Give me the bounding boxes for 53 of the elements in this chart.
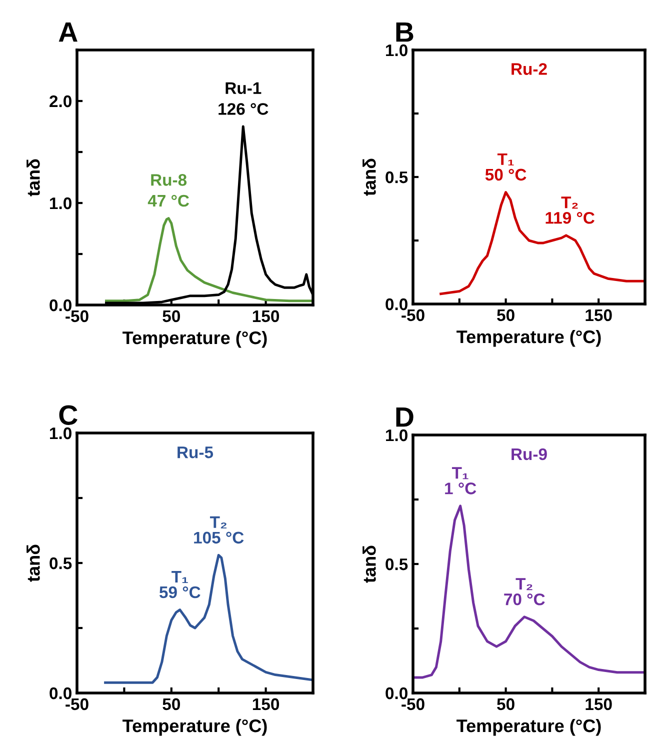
line-series xyxy=(104,554,313,684)
y-tick-label: 1.0 xyxy=(386,44,408,56)
x-tick-label: 50 xyxy=(162,310,180,322)
y-tick-label: 0.0 xyxy=(50,687,72,700)
x-tick-label: -50 xyxy=(66,310,88,322)
x-axis-title: Temperature (°C) xyxy=(456,330,601,347)
y-tick-label: 1.0 xyxy=(50,197,72,210)
text: Ru-2 xyxy=(512,63,547,75)
y-tick-label: 0.0 xyxy=(386,687,408,700)
y-axis-title: tanδ xyxy=(362,546,376,583)
x-axis-title: Temperature (°C) xyxy=(456,718,601,736)
x-tick-label: 150 xyxy=(586,309,612,322)
x-axis-title: Temperature (°C) xyxy=(122,718,267,736)
y-tick-label: 0.5 xyxy=(50,557,72,570)
annotation: 126 °C xyxy=(218,103,268,115)
x-axis-title: Temperature (°C) xyxy=(122,330,267,348)
annotation: T₂ 119 °C xyxy=(546,196,594,224)
text: Ru-8 xyxy=(151,174,187,186)
y-tick-label: 0.0 xyxy=(386,298,408,310)
line-series xyxy=(105,217,313,302)
annotation: T₂ 70 °C xyxy=(504,578,545,606)
chart-title: B xyxy=(396,22,414,42)
x-tick-label: 50 xyxy=(497,309,514,322)
x-tick-label: 50 xyxy=(497,698,514,710)
x-tick-label: 150 xyxy=(586,698,612,710)
y-axis-title: tanδ xyxy=(26,159,40,196)
x-tick-label: -50 xyxy=(66,698,88,710)
y-tick-label: 0.5 xyxy=(386,171,408,184)
annotation: 47 °C xyxy=(148,194,190,207)
y-axis-title: tanδ xyxy=(26,544,40,582)
x-tick-label: 50 xyxy=(162,698,180,710)
chart-title: C xyxy=(59,405,78,425)
annotation: T₂ 105 °C xyxy=(194,516,244,544)
y-tick-label: 1.0 xyxy=(50,427,72,440)
y-axis-title: tanδ xyxy=(362,158,376,196)
y-tick-label: 0.5 xyxy=(386,558,408,570)
chart-title: D xyxy=(396,408,414,427)
chart-title: A xyxy=(58,22,78,42)
annotation: T₁ 1 °C xyxy=(445,467,476,494)
x-tick-label: -50 xyxy=(402,698,424,710)
x-tick-label: 150 xyxy=(252,698,280,710)
y-tick-label: 2.0 xyxy=(50,95,72,108)
text: Ru-5 xyxy=(178,446,214,458)
annotation: T₁ 50 °C xyxy=(485,153,526,181)
line-series xyxy=(413,504,645,679)
line-series xyxy=(440,190,645,296)
y-tick-label: 1.0 xyxy=(386,429,408,442)
annotation: T₁ 59 °C xyxy=(159,571,200,598)
text: Ru-9 xyxy=(512,448,547,460)
x-tick-label: -50 xyxy=(402,309,424,322)
y-tick-label: 0.0 xyxy=(50,299,72,312)
x-tick-label: 150 xyxy=(252,310,280,322)
text: Ru-1 xyxy=(226,82,262,94)
